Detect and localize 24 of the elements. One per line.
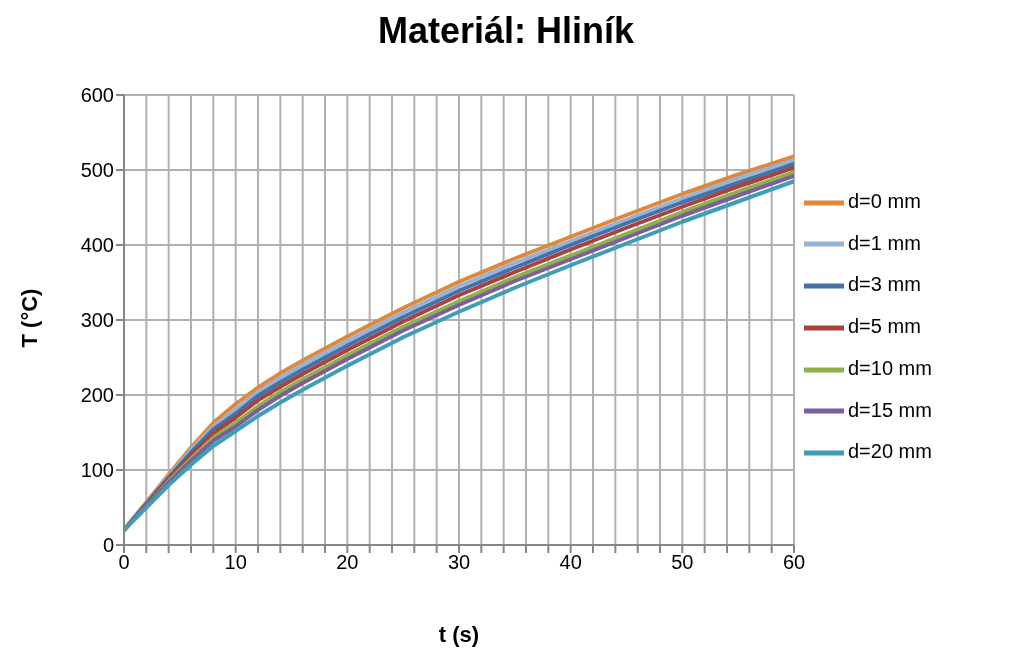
y-tick-label: 500	[80, 159, 114, 182]
x-tick-label: 20	[336, 551, 359, 574]
y-tick-label: 200	[80, 384, 114, 407]
x-tick-label: 40	[559, 551, 582, 574]
y-tick-label: 0	[102, 534, 114, 557]
x-tick-label: 10	[224, 551, 247, 574]
legend-label: d=5 mm	[848, 315, 921, 338]
x-tick-label: 30	[447, 551, 471, 574]
legend-label: d=15 mm	[848, 398, 932, 421]
x-tick-label: 60	[782, 551, 806, 574]
x-axis-title: t (s)	[437, 622, 481, 648]
legend-label: d=10 mm	[848, 356, 932, 379]
y-tick-label: 600	[80, 84, 114, 107]
legend-label: d=3 mm	[848, 273, 921, 296]
y-tick-label: 400	[80, 234, 114, 257]
x-tick-label: 0	[118, 551, 130, 574]
legend-label: d=0 mm	[848, 189, 921, 212]
x-tick-label: 50	[671, 551, 694, 574]
y-tick-label: 100	[80, 459, 114, 482]
legend-label: d=1 mm	[848, 231, 921, 254]
legend-label: d=20 mm	[848, 440, 932, 463]
chart-title: Materiál: Hliník	[376, 10, 636, 52]
y-tick-label: 300	[80, 309, 114, 332]
y-axis-title: T (°C)	[17, 287, 43, 350]
